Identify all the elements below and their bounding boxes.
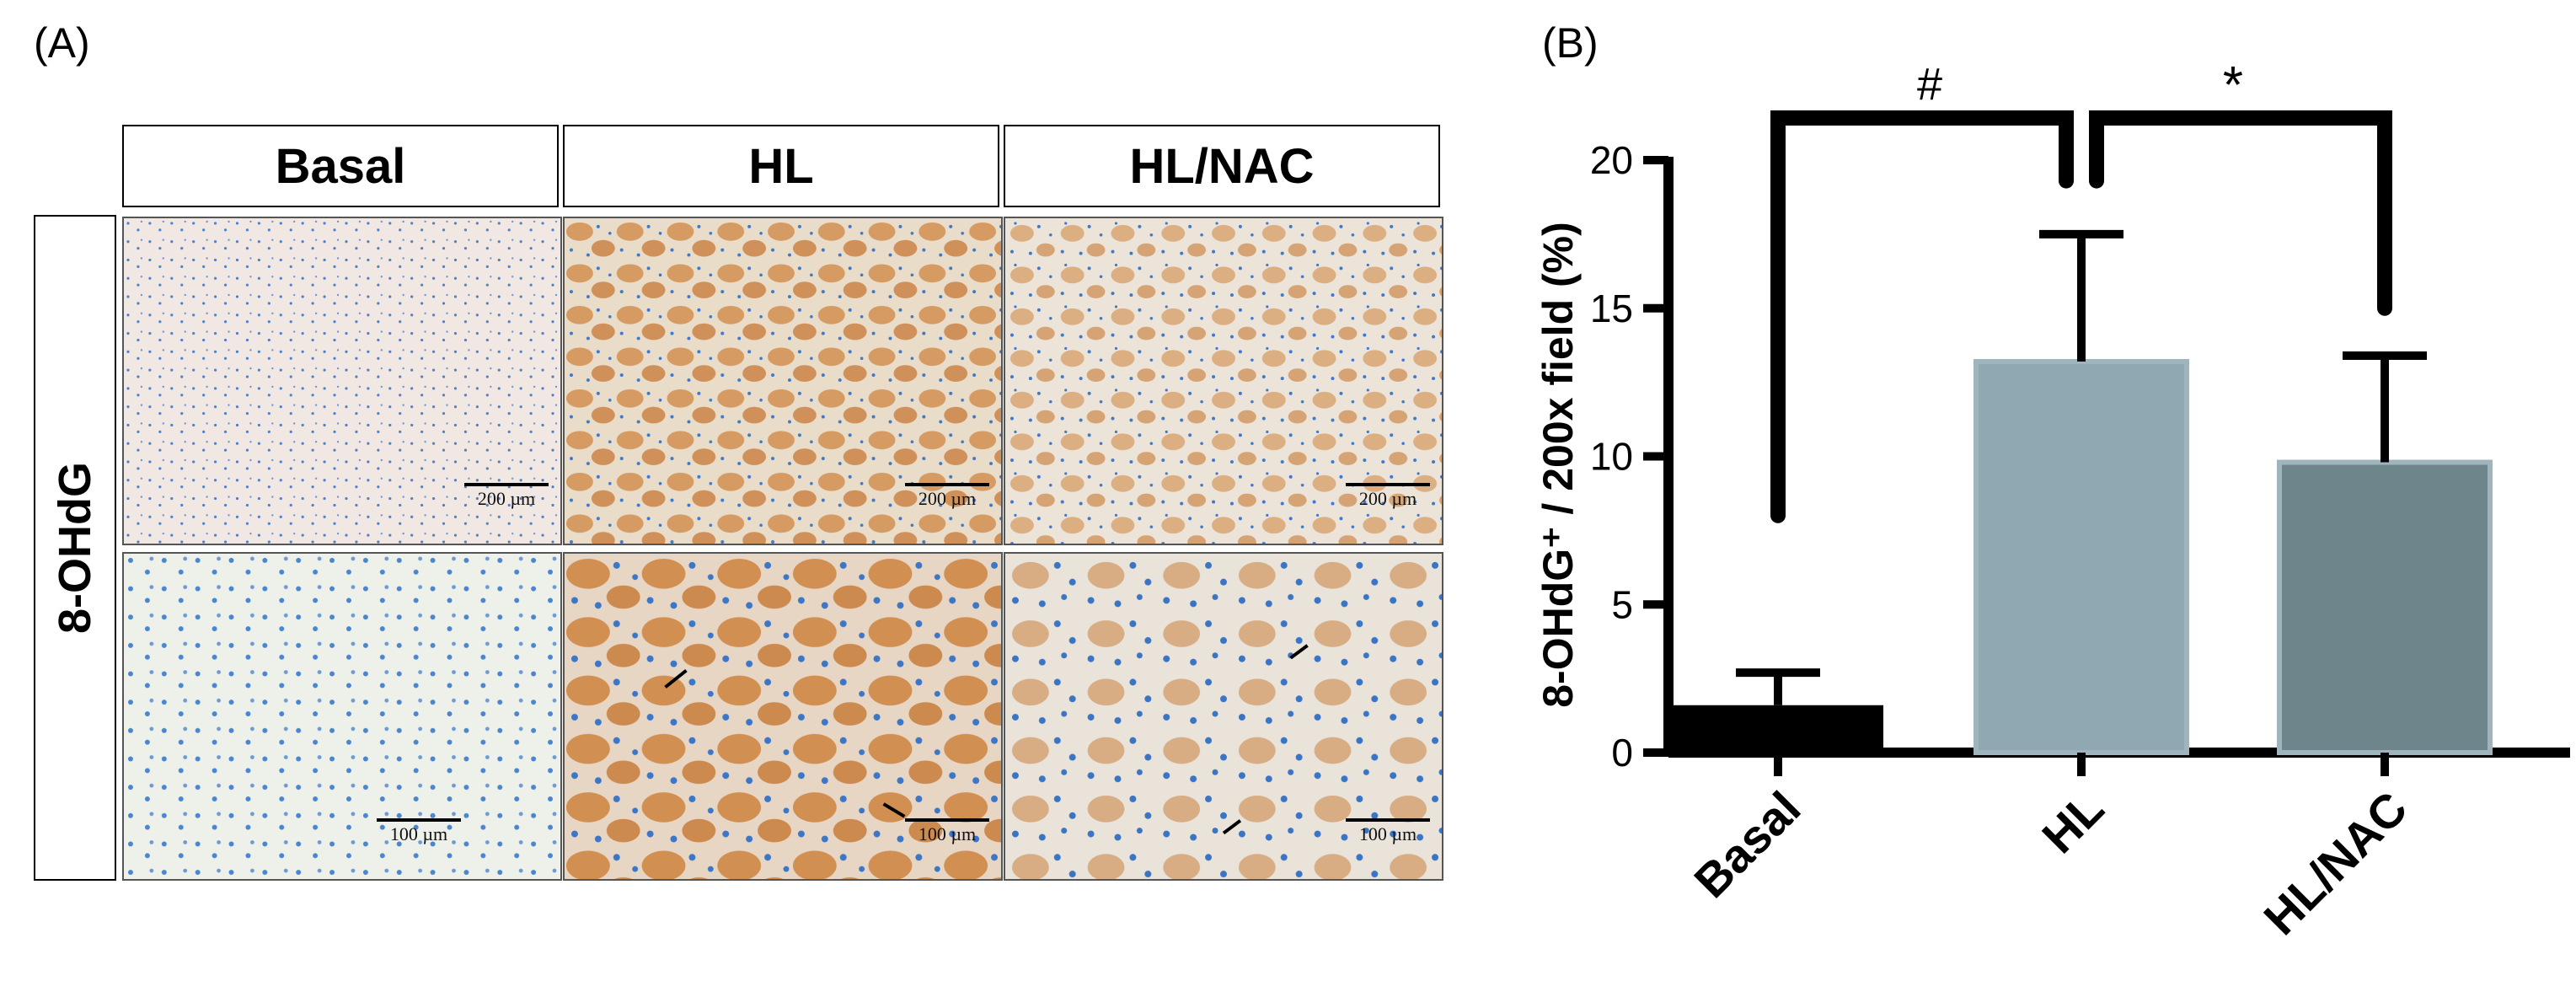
significance-symbol: * (2223, 56, 2243, 115)
scale-bar-hl-400x: 100 µm (905, 818, 989, 845)
scale-label: 100 µm (918, 823, 977, 844)
micrograph-hl-200x: 200 µm (563, 217, 1003, 545)
column-header-hl: HL (563, 125, 999, 207)
x-tick-label: Basal (1684, 781, 1810, 908)
y-tick-label: 10 (1590, 435, 1633, 479)
x-tick-label: HL (2032, 781, 2113, 863)
arrow-marker (664, 669, 688, 689)
micrograph-hl-nac-400x: 100 µm (1004, 552, 1443, 881)
micrograph-hl-200x-image (565, 218, 1001, 544)
arrow-marker (1289, 644, 1309, 660)
column-header-hl-nac: HL/NAC (1004, 125, 1440, 207)
micrograph-hl-400x: 100 µm (563, 552, 1003, 881)
micrograph-basal-200x-image (124, 218, 560, 544)
significance-bracket (1770, 110, 2074, 523)
column-header-basal: Basal (122, 125, 559, 207)
scale-label: 200 µm (477, 488, 536, 509)
y-tick-label: 0 (1611, 731, 1633, 775)
bar-basal (1673, 705, 1883, 753)
micrograph-hl-nac-400x-image (1005, 554, 1442, 879)
arrow-marker (882, 802, 906, 818)
bar-hl (1974, 359, 2189, 755)
arrow-marker (1222, 819, 1242, 835)
micrograph-basal-400x: 100 µm (122, 552, 562, 881)
scale-bar-hl-200x: 200 µm (905, 483, 989, 510)
significance-symbol: # (1917, 59, 1942, 110)
scale-bar-basal-200x: 200 µm (464, 483, 549, 510)
bar-hl-nac (2277, 459, 2493, 756)
row-header-label: 8-OHdG (50, 461, 100, 635)
y-tick-label: 15 (1590, 287, 1633, 330)
micrograph-hl-400x-image (565, 554, 1001, 879)
micrograph-hl-nac-200x: 200 µm (1004, 217, 1443, 545)
panel-b-label: (B) (1542, 19, 1599, 67)
scale-label: 200 µm (918, 488, 977, 509)
bar-chart-svg: 0 5 10 15 208-OHdG⁺ / 200x field (%) Basal HL H… (1534, 56, 2570, 945)
y-axis-label: 8-OHdG⁺ / 200x field (%) (1534, 222, 1582, 708)
scale-bar-hl-nac-200x: 200 µm (1346, 483, 1430, 510)
scale-bar-basal-400x: 100 µm (377, 818, 461, 845)
scale-label: 100 µm (1358, 823, 1417, 844)
significance-bracket (2089, 110, 2392, 316)
y-tick-label: 20 (1590, 138, 1633, 182)
scale-label: 200 µm (1358, 488, 1417, 509)
scale-label: 100 µm (389, 823, 448, 844)
bar-chart: 0 5 10 15 20 8-OHdG⁺ / 200x field (%) Basal HL H… (1534, 0, 2576, 997)
row-header: 8-OHdG (34, 215, 116, 881)
y-tick-label: 5 (1611, 582, 1633, 626)
micrograph-basal-200x: 200 µm (122, 217, 562, 545)
x-tick-label: HL/NAC (2253, 781, 2417, 945)
panel-a-label: (A) (34, 19, 90, 67)
scale-bar-hl-nac-400x: 100 µm (1346, 818, 1430, 845)
micrograph-basal-400x-image (124, 554, 560, 879)
micrograph-hl-nac-200x-image (1005, 218, 1442, 544)
